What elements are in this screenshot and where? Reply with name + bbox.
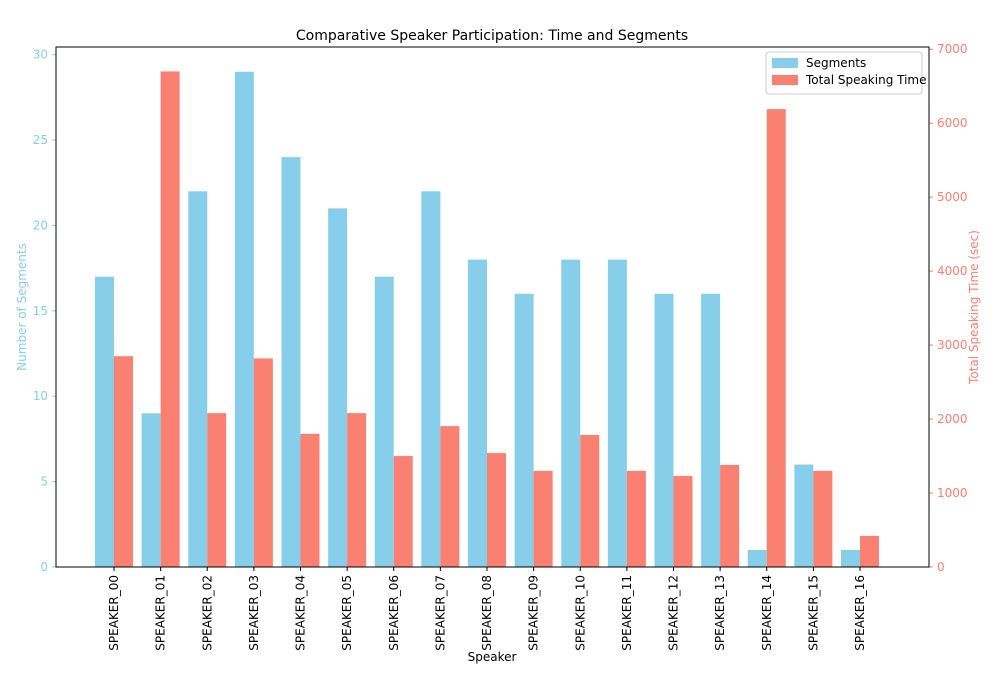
x-tick-label: SPEAKER_15 [806,575,820,651]
bar-time-speaker_11 [626,470,646,567]
bar-segments-speaker_12 [654,293,674,567]
bar-time-speaker_16 [860,535,879,567]
right-y-tick-label: 6000 [937,116,968,130]
x-axis-label: Speaker [468,650,517,664]
left-y-tick-label: 5 [40,475,48,489]
bar-segments-speaker_00 [95,276,114,567]
bar-time-speaker_08 [487,453,506,567]
left-y-tick-label: 10 [33,389,48,403]
legend-swatch-time [772,75,798,85]
left-y-axis-label: Number of Segments [15,243,29,371]
bar-segments-speaker_05 [328,208,348,567]
bar-segments-speaker_02 [188,191,208,568]
bar-time-speaker_05 [347,413,367,567]
right-y-tick-label: 1000 [937,486,968,500]
bar-time-speaker_06 [393,456,413,567]
x-tick-label: SPEAKER_14 [760,575,774,651]
right-y-tick-label: 4000 [937,264,968,278]
bar-time-speaker_14 [766,109,786,567]
x-tick-label: SPEAKER_12 [667,575,681,651]
x-tick-label: SPEAKER_11 [620,575,634,651]
x-tick-label: SPEAKER_05 [340,575,354,651]
x-tick-label: SPEAKER_16 [853,575,867,651]
bar-segments-speaker_08 [468,259,487,567]
x-tick-label: SPEAKER_04 [294,575,308,651]
bar-time-speaker_07 [440,426,460,567]
x-tick-label: SPEAKER_01 [154,575,168,651]
legend-label-segments: Segments [806,56,866,70]
bar-segments-speaker_10 [561,259,581,567]
x-tick-label: SPEAKER_02 [200,575,214,651]
x-tick-label: SPEAKER_10 [573,575,587,651]
plot-frame [55,46,930,568]
bar-time-speaker_13 [720,464,740,567]
right-y-tick-label: 5000 [937,190,968,204]
bar-time-speaker_00 [114,356,133,567]
left-y-tick-label: 15 [33,304,48,318]
legend-box [765,51,923,95]
left-y-tick-label: 20 [33,218,48,232]
bar-time-speaker_01 [160,71,180,568]
bar-time-speaker_02 [207,413,227,567]
bar-segments-speaker_14 [747,549,767,567]
legend: Segments Total Speaking Time [765,51,927,95]
right-y-tick-label: 0 [937,560,945,574]
bar-segments-speaker_15 [794,464,814,567]
x-tick-label: SPEAKER_00 [107,575,121,651]
left-y-tick-label: 25 [33,133,48,147]
bar-segments-speaker_13 [701,293,721,567]
right-y-axis-label: Total Speaking Time (sec) [967,230,981,385]
x-tick-label: SPEAKER_06 [387,575,401,651]
x-tick-label: SPEAKER_09 [527,575,541,651]
chart-title: Comparative Speaker Participation: Time … [296,28,688,44]
bar-segments-speaker_01 [141,413,161,567]
bar-segments-speaker_09 [514,293,534,567]
legend-swatch-segments [772,58,798,68]
x-tick-label: SPEAKER_07 [433,575,447,651]
bar-segments-speaker_03 [234,71,254,567]
bar-time-speaker_09 [533,470,553,567]
bar-time-speaker_10 [580,434,600,567]
left-y-tick-label: 30 [33,48,48,62]
x-tick-label: SPEAKER_13 [713,575,727,651]
right-y-tick-label: 2000 [937,412,968,426]
right-y-tick-label: 7000 [937,42,968,56]
bar-segments-speaker_04 [281,157,301,568]
bar-time-speaker_12 [673,476,693,567]
bar-segments-speaker_07 [421,191,441,568]
bar-segments-speaker_11 [607,259,627,567]
left-y-tick-label: 0 [40,560,48,574]
x-tick-label: SPEAKER_08 [480,575,494,651]
x-tick-label: SPEAKER_03 [247,575,261,651]
bar-time-speaker_04 [300,433,320,567]
bar-time-speaker_15 [813,470,833,567]
bar-segments-speaker_06 [374,276,394,567]
bar-segments-speaker_16 [841,549,860,567]
bar-time-speaker_03 [253,358,273,567]
legend-label-time: Total Speaking Time [805,73,927,87]
right-y-tick-label: 3000 [937,338,968,352]
